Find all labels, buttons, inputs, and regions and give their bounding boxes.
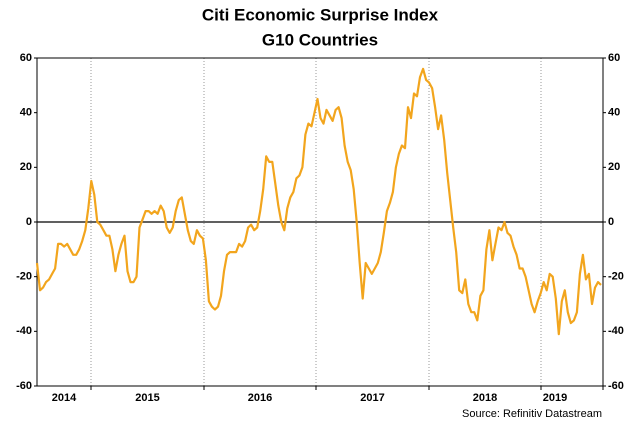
y2-tick-label: 60	[608, 52, 620, 64]
y-tick-label: 20	[20, 161, 32, 173]
y-tick-label: -40	[16, 325, 32, 337]
series-line	[35, 67, 602, 336]
x-tick-label: 2019	[543, 392, 567, 404]
x-tick-label: 2017	[360, 392, 384, 404]
x-tick-label: 2014	[52, 392, 77, 404]
y-tick-label: 0	[26, 216, 32, 228]
y2-tick-label: 40	[608, 107, 620, 119]
source-note: Source: Refinitiv Datastream	[462, 408, 602, 420]
y2-tick-label: -20	[608, 271, 624, 283]
chart-subtitle: G10 Countries	[262, 30, 378, 49]
y2-tick-label: -60	[608, 380, 624, 392]
y2-tick-label: 0	[608, 216, 614, 228]
y-tick-label: 60	[20, 52, 32, 64]
y2-tick-label: -40	[608, 325, 624, 337]
chart-title: Citi Economic Surprise Index	[202, 5, 439, 24]
y-tick-label: -60	[16, 380, 32, 392]
x-tick-label: 2018	[473, 392, 497, 404]
x-tick-label: 2016	[248, 392, 272, 404]
y-tick-label: -20	[16, 271, 32, 283]
x-tick-label: 2015	[135, 392, 159, 404]
y2-tick-label: 20	[608, 161, 620, 173]
y-tick-label: 40	[20, 107, 32, 119]
